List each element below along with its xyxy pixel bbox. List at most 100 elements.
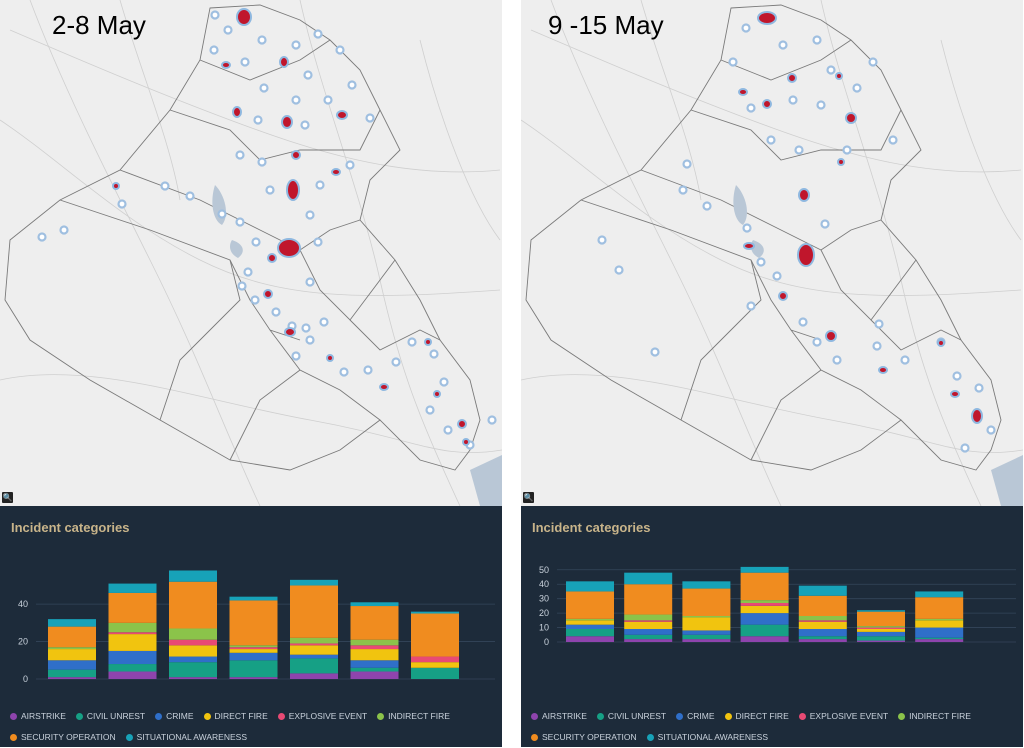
bar-segment-explosive-event[interactable] [108, 632, 157, 635]
bar-segment-crime[interactable] [566, 624, 614, 629]
bar-segment-direct-fire[interactable] [740, 605, 789, 614]
bar-segment-indirect-fire[interactable] [624, 614, 673, 621]
bar-segment-civil-unrest[interactable] [857, 636, 905, 641]
legend-item-civil-unrest[interactable]: CIVIL UNREST [596, 711, 666, 721]
bar-segment-situational-awareness[interactable] [108, 583, 157, 593]
legend-item-situational-awareness[interactable]: SITUATIONAL AWARENESS [646, 732, 768, 742]
legend-item-indirect-fire[interactable]: INDIRECT FIRE [898, 711, 971, 721]
bar-segment-crime[interactable] [290, 654, 338, 659]
bar-segment-security-operation[interactable] [624, 584, 673, 615]
bar-segment-explosive-event[interactable] [411, 656, 459, 663]
bar-segment-indirect-fire[interactable] [108, 622, 157, 633]
bar-segment-direct-fire[interactable] [229, 649, 278, 653]
bar-segment-civil-unrest[interactable] [624, 634, 673, 640]
bar-segment-explosive-event[interactable] [740, 603, 789, 606]
bar-segment-security-operation[interactable] [798, 595, 847, 616]
bar-segment-situational-awareness[interactable] [566, 581, 614, 592]
bar-segment-airstrike[interactable] [48, 677, 96, 679]
bar-segment-crime[interactable] [624, 629, 673, 635]
bar-segment-indirect-fire[interactable] [229, 645, 278, 648]
legend-item-airstrike[interactable]: AIRSTRIKE [10, 711, 66, 721]
bar-segment-crime[interactable] [682, 630, 731, 635]
bar-segment-explosive-event[interactable] [624, 620, 673, 622]
bar-segment-security-operation[interactable] [229, 600, 278, 646]
bar-segment-direct-fire[interactable] [915, 620, 964, 628]
bar-segment-civil-unrest[interactable] [108, 664, 157, 672]
bar-segment-indirect-fire[interactable] [350, 639, 399, 646]
bar-segment-security-operation[interactable] [682, 588, 731, 616]
bar-segment-indirect-fire[interactable] [169, 628, 217, 640]
bar-segment-airstrike[interactable] [740, 636, 789, 642]
bar-segment-indirect-fire[interactable] [682, 616, 731, 618]
bar-segment-situational-awareness[interactable] [169, 570, 217, 582]
bar-segment-airstrike[interactable] [798, 639, 847, 642]
bar-segment-civil-unrest[interactable] [915, 637, 964, 640]
bar-segment-crime[interactable] [350, 660, 399, 668]
legend-item-explosive-event[interactable]: EXPLOSIVE EVENT [277, 711, 367, 721]
bar-segment-explosive-event[interactable] [798, 620, 847, 622]
bar-segment-direct-fire[interactable] [798, 621, 847, 629]
legend-item-civil-unrest[interactable]: CIVIL UNREST [75, 711, 145, 721]
legend-item-indirect-fire[interactable]: INDIRECT FIRE [377, 711, 450, 721]
bar-segment-airstrike[interactable] [682, 639, 731, 642]
bar-segment-crime[interactable] [740, 613, 789, 625]
bar-segment-civil-unrest[interactable] [169, 662, 217, 678]
bar-segment-direct-fire[interactable] [169, 645, 217, 657]
bar-segment-direct-fire[interactable] [108, 634, 157, 651]
bar-segment-situational-awareness[interactable] [915, 591, 964, 598]
bar-segment-situational-awareness[interactable] [350, 602, 399, 607]
bar-segment-airstrike[interactable] [857, 640, 905, 642]
bar-segment-indirect-fire[interactable] [566, 618, 614, 621]
bar-segment-direct-fire[interactable] [350, 649, 399, 661]
legend-item-explosive-event[interactable]: EXPLOSIVE EVENT [798, 711, 888, 721]
bar-segment-crime[interactable] [48, 660, 96, 670]
bar-segment-security-operation[interactable] [290, 585, 338, 638]
bar-segment-security-operation[interactable] [566, 591, 614, 619]
legend-item-situational-awareness[interactable]: SITUATIONAL AWARENESS [125, 732, 247, 742]
bar-segment-civil-unrest[interactable] [566, 629, 614, 637]
bar-segment-indirect-fire[interactable] [740, 600, 789, 603]
bar-segment-situational-awareness[interactable] [624, 572, 673, 585]
bar-segment-airstrike[interactable] [169, 677, 217, 679]
bar-segment-situational-awareness[interactable] [290, 579, 338, 586]
bar-segment-explosive-event[interactable] [857, 627, 905, 629]
bar-segment-direct-fire[interactable] [411, 662, 459, 668]
bar-segment-civil-unrest[interactable] [48, 669, 96, 678]
legend-item-crime[interactable]: CRIME [676, 711, 715, 721]
bar-segment-security-operation[interactable] [169, 581, 217, 629]
incident-heatmap-left[interactable]: 2-8 May 🔍 [0, 0, 502, 506]
legend-item-security-operation[interactable]: SECURITY OPERATION [10, 732, 116, 742]
legend-item-direct-fire[interactable]: DIRECT FIRE [724, 711, 789, 721]
bar-segment-situational-awareness[interactable] [48, 619, 96, 627]
bar-segment-situational-awareness[interactable] [682, 581, 731, 589]
bar-segment-situational-awareness[interactable] [857, 610, 905, 612]
bar-segment-security-operation[interactable] [915, 597, 964, 619]
bar-segment-crime[interactable] [108, 650, 157, 665]
bar-segment-situational-awareness[interactable] [229, 596, 278, 601]
bar-segment-security-operation[interactable] [108, 592, 157, 623]
bar-segment-security-operation[interactable] [411, 613, 459, 657]
bar-segment-indirect-fire[interactable] [857, 626, 905, 628]
bar-segment-civil-unrest[interactable] [740, 624, 789, 637]
bar-segment-security-operation[interactable] [350, 606, 399, 640]
bar-segment-situational-awareness[interactable] [411, 611, 459, 614]
bar-segment-crime[interactable] [169, 656, 217, 663]
bar-segment-direct-fire[interactable] [624, 621, 673, 629]
bar-segment-indirect-fire[interactable] [290, 637, 338, 644]
bar-segment-explosive-event[interactable] [350, 645, 399, 650]
bar-segment-situational-awareness[interactable] [740, 566, 789, 573]
bar-segment-civil-unrest[interactable] [682, 634, 731, 640]
bar-segment-security-operation[interactable] [740, 572, 789, 601]
bar-segment-indirect-fire[interactable] [48, 647, 96, 650]
legend-item-direct-fire[interactable]: DIRECT FIRE [203, 711, 268, 721]
bar-segment-civil-unrest[interactable] [229, 660, 278, 678]
bar-segment-direct-fire[interactable] [566, 620, 614, 625]
bar-segment-indirect-fire[interactable] [915, 618, 964, 621]
bar-segment-explosive-event[interactable] [290, 643, 338, 646]
bar-segment-airstrike[interactable] [566, 636, 614, 642]
bar-segment-crime[interactable] [798, 629, 847, 637]
bar-segment-civil-unrest[interactable] [411, 667, 459, 679]
legend-item-security-operation[interactable]: SECURITY OPERATION [531, 732, 637, 742]
bar-segment-airstrike[interactable] [229, 677, 278, 679]
bar-segment-civil-unrest[interactable] [290, 658, 338, 674]
